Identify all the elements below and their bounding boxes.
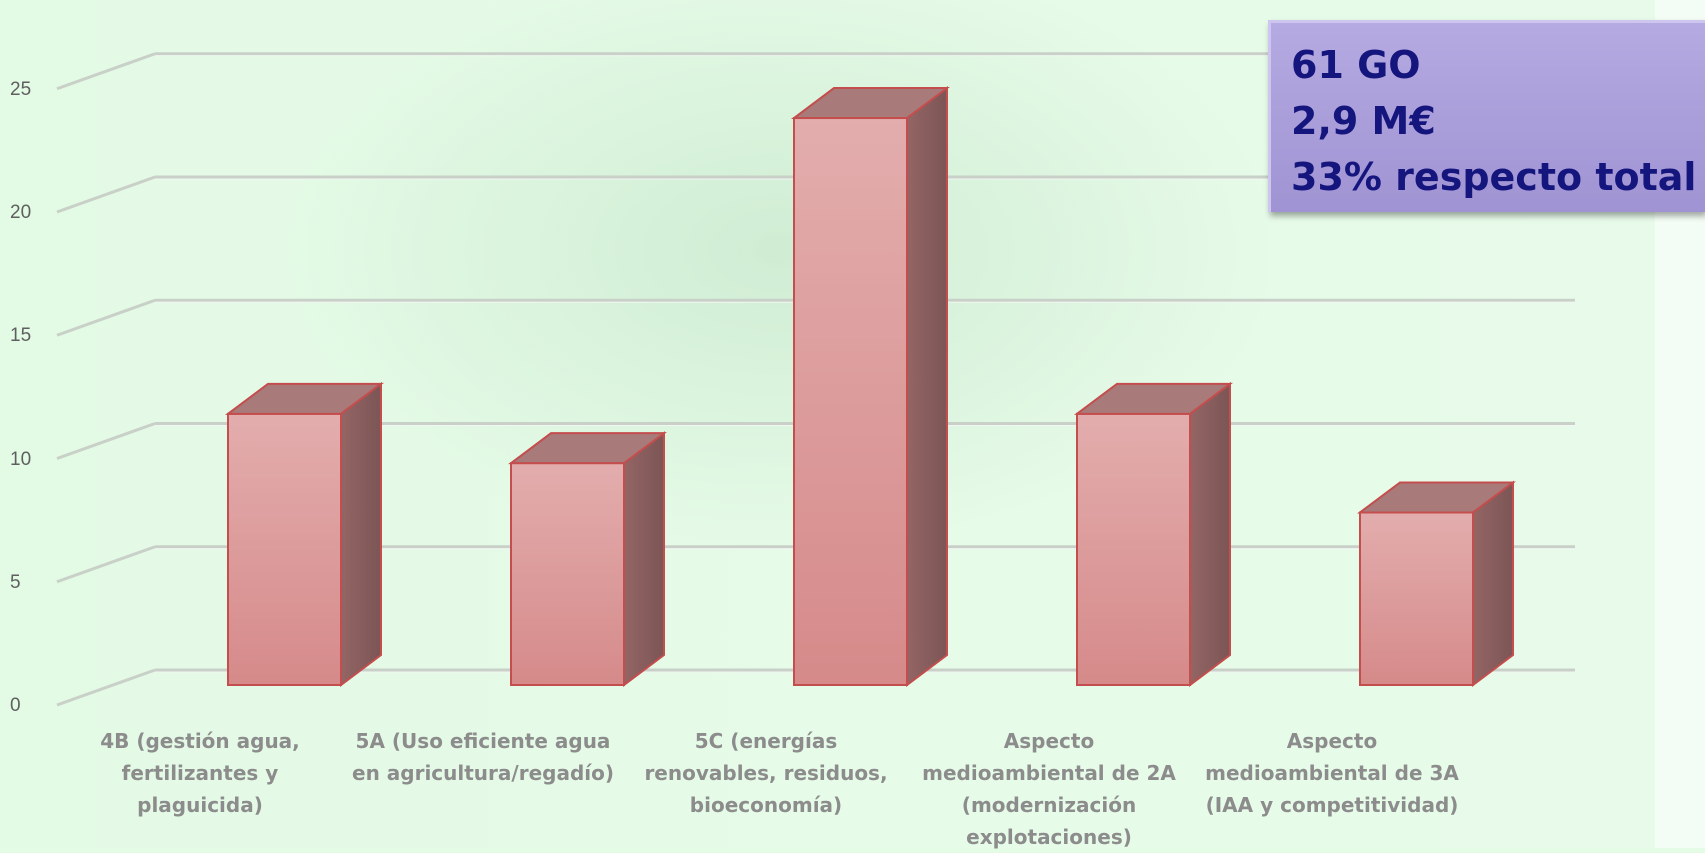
info-share: 33% respecto total xyxy=(1291,155,1697,199)
info-amount: 2,9 M€ xyxy=(1291,99,1436,143)
x-label-2a: Aspecto medioambiental de 2A (modernizac… xyxy=(922,729,1176,849)
x-label-5a: 5A (Uso eficiente agua en agricultura/re… xyxy=(352,729,615,785)
info-count: 61 GO xyxy=(1291,43,1421,87)
y-tick-label: 25 xyxy=(10,78,32,100)
y-tick-label: 10 xyxy=(10,448,32,470)
y-tick-label: 0 xyxy=(10,695,21,716)
bar xyxy=(225,381,384,687)
y-tick-label: 5 xyxy=(10,571,21,593)
bar xyxy=(508,431,667,687)
x-label-4b: 4B (gestión agua, fertilizantes y plagui… xyxy=(100,729,300,817)
bar xyxy=(791,86,950,687)
summary-callout: 61 GO 2,9 M€ 33% respecto total xyxy=(1268,20,1705,212)
bar xyxy=(1074,381,1233,687)
y-tick-label: 15 xyxy=(10,325,32,347)
bar xyxy=(1357,480,1516,687)
x-label-3a: Aspecto medioambiental de 3A (IAA y comp… xyxy=(1205,729,1459,817)
bars xyxy=(225,86,1516,687)
y-tick-label: 20 xyxy=(10,202,32,223)
x-label-5c: 5C (energías renovables, residuos, bioec… xyxy=(644,729,888,817)
